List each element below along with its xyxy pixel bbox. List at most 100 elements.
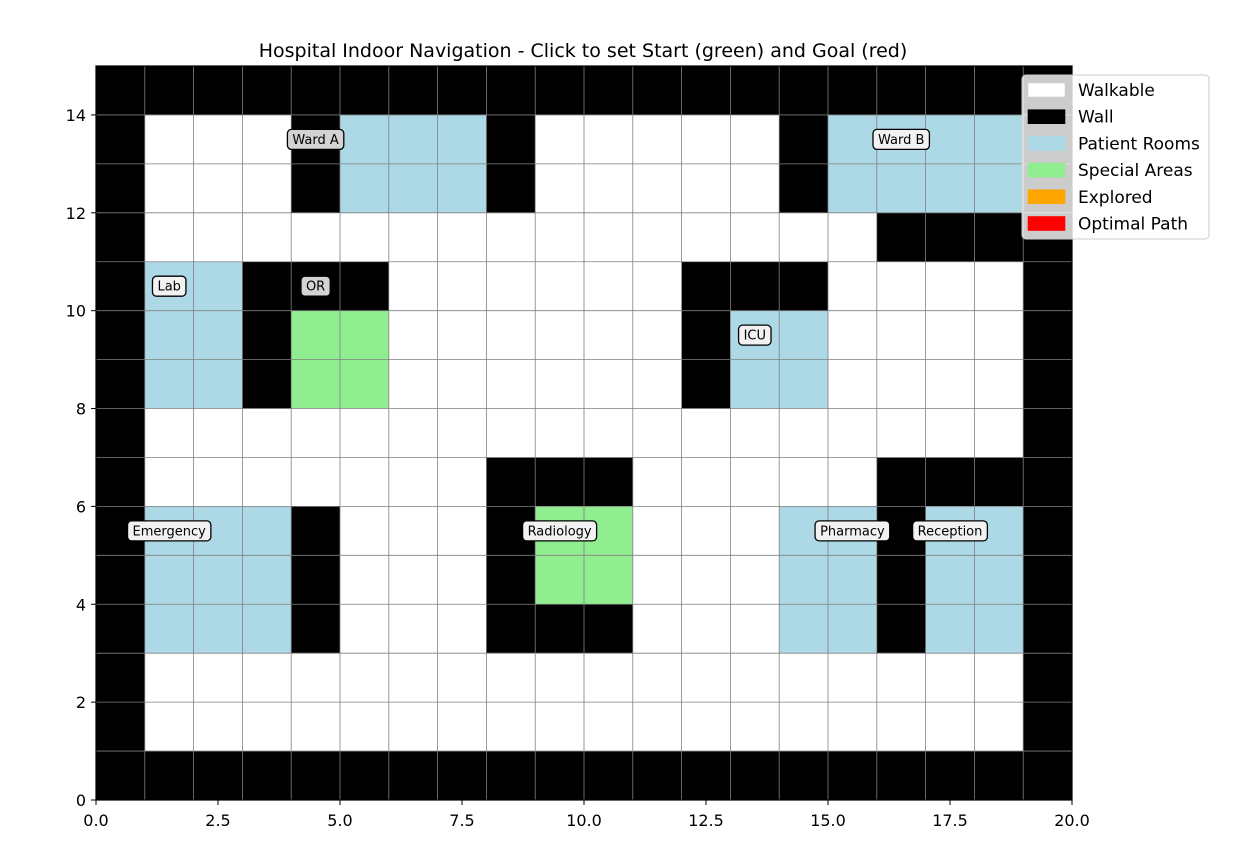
walkable-cell[interactable]: [828, 653, 878, 703]
patient-room-cell[interactable]: [828, 163, 878, 214]
walkable-cell[interactable]: [437, 604, 487, 654]
wall-cell[interactable]: [96, 457, 146, 507]
walkable-cell[interactable]: [632, 506, 682, 556]
wall-cell[interactable]: [584, 751, 634, 801]
wall-cell[interactable]: [584, 604, 634, 654]
walkable-cell[interactable]: [340, 702, 390, 752]
wall-cell[interactable]: [486, 604, 536, 654]
wall-cell[interactable]: [291, 751, 341, 801]
walkable-cell[interactable]: [437, 261, 487, 311]
walkable-cell[interactable]: [681, 163, 731, 214]
wall-cell[interactable]: [96, 114, 146, 165]
special-area-cell[interactable]: [535, 555, 585, 605]
walkable-cell[interactable]: [388, 653, 438, 703]
walkable-cell[interactable]: [291, 702, 341, 752]
walkable-cell[interactable]: [681, 457, 731, 507]
wall-cell[interactable]: [437, 751, 487, 801]
wall-cell[interactable]: [96, 408, 146, 458]
wall-cell[interactable]: [486, 555, 536, 605]
walkable-cell[interactable]: [681, 212, 731, 263]
wall-cell[interactable]: [974, 66, 1024, 116]
wall-cell[interactable]: [96, 163, 146, 214]
wall-cell[interactable]: [876, 751, 926, 801]
wall-cell[interactable]: [925, 212, 975, 263]
wall-cell[interactable]: [925, 751, 975, 801]
walkable-cell[interactable]: [730, 604, 780, 654]
wall-cell[interactable]: [876, 604, 926, 654]
walkable-cell[interactable]: [193, 114, 243, 165]
walkable-cell[interactable]: [828, 457, 878, 507]
walkable-cell[interactable]: [925, 408, 975, 458]
walkable-cell[interactable]: [535, 702, 585, 752]
wall-cell[interactable]: [1023, 261, 1073, 311]
walkable-cell[interactable]: [632, 359, 682, 409]
walkable-cell[interactable]: [535, 408, 585, 458]
walkable-cell[interactable]: [632, 408, 682, 458]
walkable-cell[interactable]: [340, 408, 390, 458]
wall-cell[interactable]: [96, 212, 146, 263]
walkable-cell[interactable]: [779, 702, 829, 752]
patient-room-cell[interactable]: [828, 114, 878, 165]
wall-cell[interactable]: [828, 66, 878, 116]
walkable-cell[interactable]: [876, 653, 926, 703]
patient-room-cell[interactable]: [193, 555, 243, 605]
walkable-cell[interactable]: [437, 457, 487, 507]
wall-cell[interactable]: [340, 66, 390, 116]
walkable-cell[interactable]: [876, 359, 926, 409]
wall-cell[interactable]: [96, 751, 146, 801]
special-area-cell[interactable]: [584, 555, 634, 605]
walkable-cell[interactable]: [828, 359, 878, 409]
patient-room-cell[interactable]: [925, 114, 975, 165]
wall-cell[interactable]: [535, 751, 585, 801]
wall-cell[interactable]: [779, 114, 829, 165]
wall-cell[interactable]: [1023, 310, 1073, 360]
wall-cell[interactable]: [730, 751, 780, 801]
walkable-cell[interactable]: [437, 310, 487, 360]
walkable-cell[interactable]: [437, 359, 487, 409]
patient-room-cell[interactable]: [242, 506, 292, 556]
walkable-cell[interactable]: [974, 261, 1024, 311]
walkable-cell[interactable]: [535, 653, 585, 703]
walkable-cell[interactable]: [437, 653, 487, 703]
wall-cell[interactable]: [486, 66, 536, 116]
walkable-cell[interactable]: [535, 163, 585, 214]
walkable-cell[interactable]: [584, 702, 634, 752]
walkable-cell[interactable]: [437, 702, 487, 752]
walkable-cell[interactable]: [632, 114, 682, 165]
wall-cell[interactable]: [291, 163, 341, 214]
wall-cell[interactable]: [1023, 359, 1073, 409]
walkable-cell[interactable]: [291, 408, 341, 458]
wall-cell[interactable]: [486, 114, 536, 165]
patient-room-cell[interactable]: [828, 604, 878, 654]
walkable-cell[interactable]: [828, 261, 878, 311]
patient-room-cell[interactable]: [242, 604, 292, 654]
wall-cell[interactable]: [96, 555, 146, 605]
walkable-cell[interactable]: [730, 506, 780, 556]
walkable-cell[interactable]: [584, 310, 634, 360]
patient-room-cell[interactable]: [779, 359, 829, 409]
wall-cell[interactable]: [96, 310, 146, 360]
walkable-cell[interactable]: [584, 163, 634, 214]
wall-cell[interactable]: [144, 751, 194, 801]
walkable-cell[interactable]: [681, 604, 731, 654]
patient-room-cell[interactable]: [925, 604, 975, 654]
walkable-cell[interactable]: [632, 653, 682, 703]
wall-cell[interactable]: [340, 751, 390, 801]
wall-cell[interactable]: [1023, 751, 1073, 801]
walkable-cell[interactable]: [730, 163, 780, 214]
patient-room-cell[interactable]: [876, 163, 926, 214]
walkable-cell[interactable]: [584, 114, 634, 165]
walkable-cell[interactable]: [340, 555, 390, 605]
walkable-cell[interactable]: [486, 261, 536, 311]
wall-cell[interactable]: [681, 359, 731, 409]
wall-cell[interactable]: [1023, 604, 1073, 654]
wall-cell[interactable]: [340, 261, 390, 311]
wall-cell[interactable]: [876, 555, 926, 605]
walkable-cell[interactable]: [388, 702, 438, 752]
wall-cell[interactable]: [486, 457, 536, 507]
wall-cell[interactable]: [730, 261, 780, 311]
walkable-cell[interactable]: [437, 555, 487, 605]
wall-cell[interactable]: [388, 751, 438, 801]
walkable-cell[interactable]: [388, 604, 438, 654]
patient-room-cell[interactable]: [974, 114, 1024, 165]
